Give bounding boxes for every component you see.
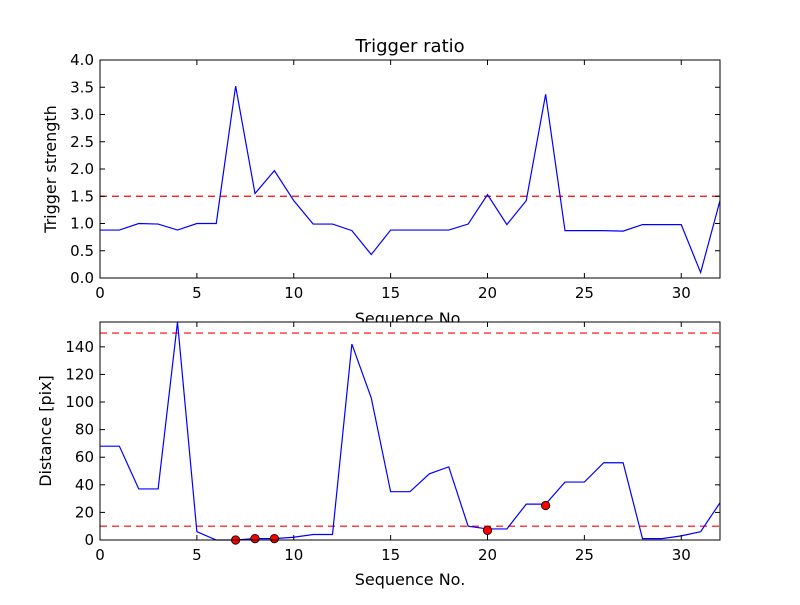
bottom-series-line-0 [100,321,721,541]
top-y-tick-label: 0.5 [70,242,94,260]
bottom-y-tick-label: 80 [75,421,94,439]
bottom-x-tick-label: 0 [95,546,105,564]
bottom-marker-point [482,525,493,535]
bottom-y-ticks: 0 20 40 60 80 100 120 140 [65,338,720,549]
top-series-line-0 [100,86,721,275]
top-x-ticks: 0 5 10 15 20 25 30 [95,60,691,302]
bottom-marker-point [541,500,551,511]
bottom-y-tick-label: 140 [65,338,94,356]
top-y-ticks: 0.0 0.5 1.0 1.5 2.0 2.5 3.0 3.5 4.0 [70,51,720,287]
top-y-tick-label: 2.0 [70,160,94,178]
top-x-tick-label: 5 [192,284,202,302]
bottom-plot-frame [99,321,721,541]
top-series-group [100,86,721,275]
bottom-x-tick-label: 5 [192,546,202,564]
top-x-tick-label: 0 [95,284,105,302]
top-y-tick-label: 0.0 [70,269,94,287]
bottom-series-group [100,321,721,541]
trigger-ratio-chart: Trigger ratio 0 5 10 15 20 25 30 0.0 0.5 1.0 1.5 2… [41,36,721,328]
top-x-tick-label: 20 [478,284,497,302]
top-x-tick-label: 10 [284,284,303,302]
bottom-x-tick-label: 30 [672,546,691,564]
bottom-x-tick-label: 10 [284,546,303,564]
bottom-x-tick-label: 20 [478,546,497,564]
bottom-y-axis-label: Distance [pix] [36,375,55,487]
bottom-y-tick-label: 120 [65,365,94,383]
bottom-threshold-lines [100,332,720,527]
bottom-y-tick-label: 40 [75,476,94,494]
distance-chart: 0 5 10 15 20 25 30 0 20 40 60 80 100 120 140 Sequence… [36,321,721,589]
top-x-tick-label: 30 [672,284,691,302]
top-x-tick-label: 15 [381,284,400,302]
bottom-x-tick-label: 15 [381,546,400,564]
top-y-tick-label: 3.0 [70,106,94,124]
top-y-tick-label: 1.5 [70,187,94,205]
bottom-x-tick-label: 25 [575,546,594,564]
top-plot-area [100,60,720,278]
top-y-tick-label: 3.5 [70,78,94,96]
bottom-y-tick-label: 100 [65,393,94,411]
bottom-marker-point [250,534,260,544]
bottom-y-tick-label: 0 [84,531,94,549]
top-y-tick-label: 4.0 [70,51,94,69]
bottom-marker-point [269,534,279,544]
bottom-y-tick-label: 60 [75,448,94,466]
bottom-plot-area [100,322,720,540]
top-chart-title: Trigger ratio [354,36,464,57]
bottom-x-axis-label: Sequence No. [355,570,466,589]
bottom-x-ticks: 0 5 10 15 20 25 30 [95,322,691,564]
top-y-axis-label: Trigger strength [41,105,60,234]
top-y-tick-label: 1.0 [70,215,94,233]
top-y-tick-label: 2.5 [70,133,94,151]
top-x-tick-label: 25 [575,284,594,302]
bottom-marker-group [231,500,551,545]
bottom-y-tick-label: 20 [75,503,94,521]
